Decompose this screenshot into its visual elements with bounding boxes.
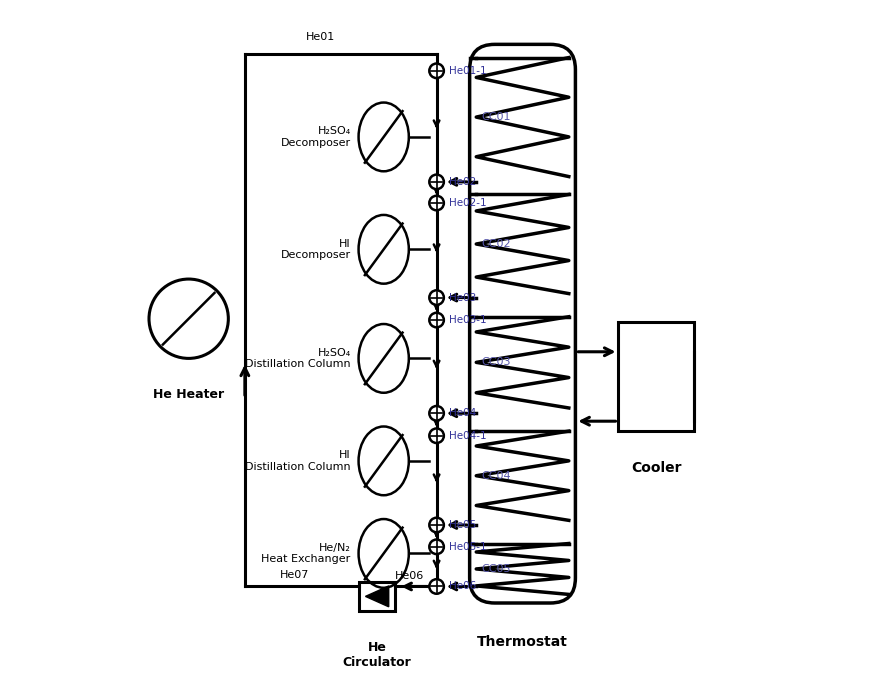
Text: He05: He05	[449, 520, 476, 530]
Circle shape	[430, 196, 444, 211]
Text: Cooler: Cooler	[631, 461, 681, 475]
Text: He02: He02	[449, 177, 476, 187]
Circle shape	[430, 290, 444, 305]
Circle shape	[430, 429, 444, 443]
Text: CC05: CC05	[481, 564, 511, 574]
Circle shape	[430, 539, 444, 554]
Text: He01-1: He01-1	[449, 65, 487, 76]
Text: He03-1: He03-1	[449, 315, 487, 325]
Polygon shape	[365, 586, 388, 607]
Text: He02-1: He02-1	[449, 198, 487, 208]
Circle shape	[430, 406, 444, 421]
Text: H₂SO₄
Decomposer: H₂SO₄ Decomposer	[280, 126, 351, 148]
Text: CC01: CC01	[481, 112, 511, 122]
Text: He04-1: He04-1	[449, 431, 487, 441]
Text: He Heater: He Heater	[153, 388, 224, 401]
Text: He06: He06	[449, 581, 476, 591]
Circle shape	[430, 175, 444, 189]
Text: CC03: CC03	[481, 357, 511, 367]
Text: He04: He04	[449, 408, 476, 418]
Text: He05-1: He05-1	[449, 542, 487, 551]
Circle shape	[430, 313, 444, 327]
Text: Thermostat: Thermostat	[477, 634, 568, 649]
Circle shape	[430, 518, 444, 533]
Text: CC02: CC02	[481, 239, 511, 249]
Text: He03: He03	[449, 292, 476, 302]
Text: He/N₂
Heat Exchanger: He/N₂ Heat Exchanger	[262, 543, 351, 564]
Text: HI
Decomposer: HI Decomposer	[280, 238, 351, 260]
Circle shape	[430, 579, 444, 594]
Text: CC04: CC04	[481, 470, 511, 481]
Text: He
Circulator: He Circulator	[343, 641, 412, 669]
Text: He07: He07	[280, 570, 309, 580]
Text: HI
Distillation Column: HI Distillation Column	[245, 450, 351, 472]
Text: H₂SO₄
Distillation Column: H₂SO₄ Distillation Column	[245, 348, 351, 369]
Circle shape	[430, 63, 444, 78]
Text: He06: He06	[395, 571, 424, 581]
Text: He01: He01	[306, 32, 336, 43]
